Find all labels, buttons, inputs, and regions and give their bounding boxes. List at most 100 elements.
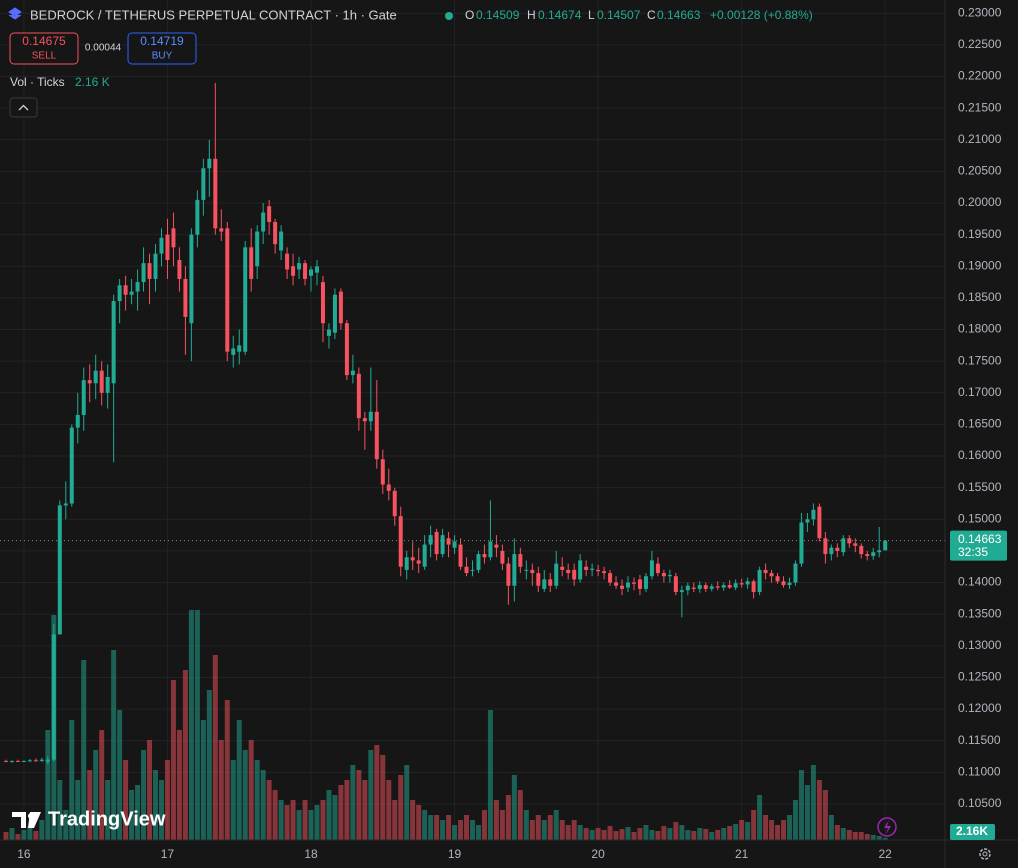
x-tick-label: 19 (448, 847, 462, 861)
y-tick-label: 0.19500 (958, 227, 1002, 241)
candle-body (631, 582, 636, 584)
chevron-icon[interactable] (18, 104, 29, 111)
volume-bar (344, 780, 350, 840)
volume-bar (679, 825, 685, 840)
candle-body (679, 590, 684, 593)
chart-title: BEDROCK / TETHERUS PERPETUAL CONTRACT · … (30, 7, 397, 22)
candle-body (159, 237, 164, 254)
sell-price[interactable]: 0.14675 (22, 34, 66, 48)
volume-bar (804, 785, 810, 840)
candle-body (578, 560, 583, 580)
candle-body (673, 576, 678, 593)
volume-bar (882, 837, 888, 840)
volume-bar (278, 800, 284, 840)
candle-body (147, 263, 152, 279)
volume-bar (194, 610, 200, 840)
settings-button[interactable] (979, 848, 991, 860)
volume-bar (141, 750, 147, 840)
y-tick-label: 0.21500 (958, 100, 1002, 114)
volume-bar (212, 655, 218, 840)
candle-body (291, 266, 296, 276)
candle-body (171, 228, 176, 248)
volume-bar (410, 800, 416, 840)
volume-bar (565, 825, 571, 840)
volume-bar (876, 836, 882, 840)
volume-bar (93, 750, 99, 840)
volume-bar (338, 785, 344, 840)
collapse-box[interactable] (9, 97, 38, 118)
volume-bar (822, 790, 828, 840)
volume-bar (45, 730, 51, 840)
volume-bar (613, 831, 619, 840)
grid (0, 0, 945, 840)
gear-icon[interactable] (979, 848, 991, 860)
gear-center[interactable] (982, 851, 988, 857)
volume-value-box (950, 824, 995, 840)
y-tick-label: 0.13000 (958, 638, 1002, 652)
y-tick-label: 0.15000 (958, 511, 1002, 525)
volume-bar (75, 780, 81, 840)
volume-bar (475, 825, 481, 840)
sell-box[interactable] (9, 32, 79, 65)
volume-bar (314, 805, 320, 840)
volume-bar (487, 710, 493, 840)
sell-label[interactable]: SELL (32, 51, 57, 62)
candle-body (697, 585, 702, 589)
candle-body (332, 294, 337, 333)
legend-letter: H (527, 8, 536, 22)
volume-bar (158, 780, 164, 840)
candle-body (691, 587, 696, 589)
candle-body (620, 585, 625, 589)
candle-body (344, 323, 349, 376)
volume-bar (763, 815, 769, 840)
candle-body (608, 573, 613, 583)
candle-body (685, 585, 690, 591)
candle-body (201, 168, 206, 200)
volume-bar (625, 827, 631, 840)
watermark-text: TradingView (48, 808, 166, 830)
candle-body (859, 545, 864, 555)
volume-bar (852, 832, 858, 840)
candle-body (877, 550, 882, 553)
volume-bar (667, 828, 673, 840)
candle-body (506, 563, 511, 586)
candle-body (757, 569, 762, 593)
candle-body (536, 573, 541, 586)
volume-bar (739, 820, 745, 840)
y-tick-label: 0.14000 (958, 575, 1002, 589)
volume-bar (422, 810, 428, 840)
volume-bar (858, 832, 864, 840)
volume-bar (236, 720, 242, 840)
volume-bar (428, 815, 434, 840)
volume-bar (206, 690, 212, 840)
volume-bar (523, 810, 529, 840)
collapse-button[interactable] (9, 97, 38, 118)
candle-body (446, 538, 451, 545)
buy-price[interactable]: 0.14719 (140, 34, 184, 48)
sell-button[interactable]: 0.14675 SELL (9, 32, 79, 65)
volume-bar (416, 805, 422, 840)
volume-bar (123, 760, 129, 840)
legend-letter: C (647, 8, 656, 22)
buy-box[interactable] (127, 32, 197, 65)
y-tick-label: 0.17000 (958, 385, 1002, 399)
volume-bar (810, 765, 816, 840)
lightning-circle[interactable] (877, 817, 897, 837)
candle-body (45, 759, 50, 762)
candle-body (39, 759, 44, 761)
candle-body (769, 573, 774, 577)
volume-bar (511, 775, 517, 840)
volume-bar (87, 770, 93, 840)
volume-bar (493, 800, 499, 840)
volume-bar (242, 750, 248, 840)
legend-value: 0.14507 (597, 8, 641, 22)
lightning-icon[interactable] (884, 820, 891, 834)
alert-button[interactable] (877, 817, 897, 837)
candle-body (476, 554, 481, 570)
buy-button[interactable]: 0.14719 BUY (127, 32, 197, 65)
legend-letter: L (588, 8, 595, 22)
candle-body (177, 259, 182, 279)
candle-body (440, 535, 445, 555)
buy-label[interactable]: BUY (152, 51, 173, 62)
